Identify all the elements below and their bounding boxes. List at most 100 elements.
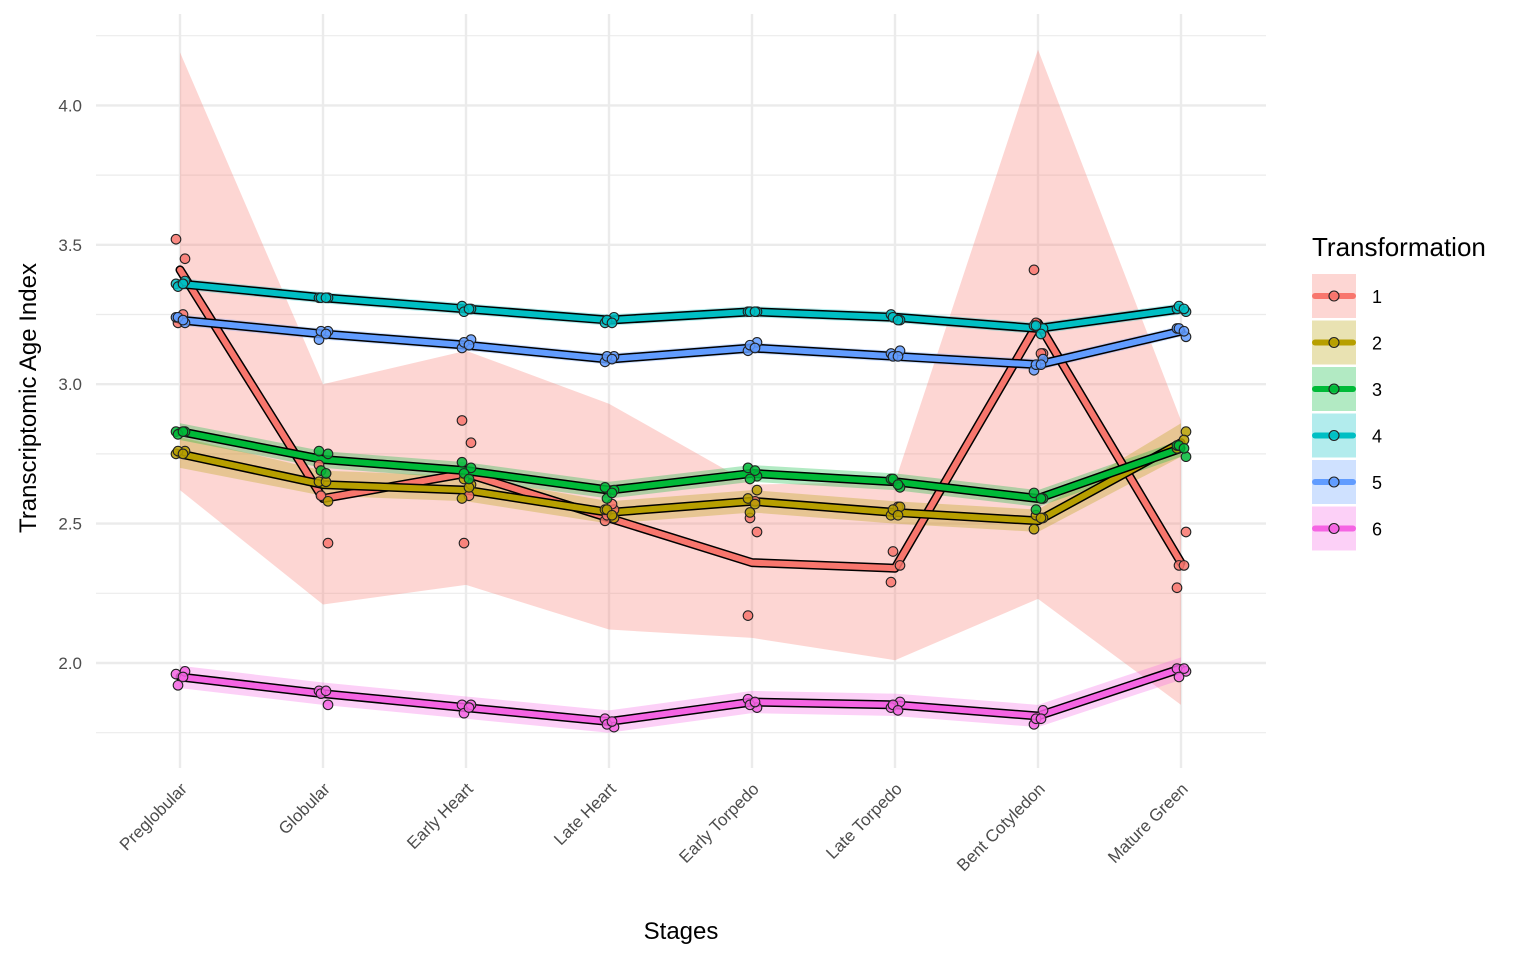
data-point-series-3 — [1178, 442, 1190, 454]
y-tick-label: 3.5 — [58, 236, 82, 255]
line-series-3 — [177, 428, 1184, 502]
ribbons — [180, 49, 1181, 733]
data-point-series-4 — [749, 306, 761, 318]
x-tick-label: Early Torpedo — [675, 779, 762, 866]
legend-item-3: 3 — [1312, 367, 1382, 411]
data-point-series-3 — [1030, 504, 1042, 516]
data-point-series-2 — [456, 493, 468, 504]
x-axis-ticks: Preglobular Globular Early Heart Late Heart… — [116, 779, 1192, 875]
data-point-series-2 — [1035, 512, 1047, 524]
ribbon-series-6 — [180, 657, 1181, 733]
data-point-series-6 — [463, 702, 475, 713]
legend-item-6: 6 — [1312, 506, 1382, 551]
series-points — [170, 233, 1192, 733]
data-point-series-3 — [177, 426, 189, 437]
data-point-series-1 — [1178, 560, 1190, 571]
data-point-series-4 — [1178, 303, 1190, 315]
data-point-series-5 — [1035, 359, 1047, 371]
y-tick-label: 2.5 — [58, 515, 82, 534]
data-point-series-1 — [458, 537, 470, 549]
data-point-series-3 — [456, 456, 468, 468]
data-point-series-2 — [606, 509, 618, 521]
data-point-series-4 — [463, 303, 475, 315]
data-point-series-1 — [751, 526, 763, 538]
data-point-series-1 — [170, 233, 182, 245]
y-tick-label: 4.0 — [58, 96, 82, 115]
legend-label: 6 — [1372, 520, 1382, 540]
line-series-6 — [177, 665, 1184, 725]
legend-item-2: 2 — [1312, 320, 1382, 365]
data-point-series-3 — [313, 445, 325, 457]
data-point-series-2 — [751, 484, 763, 496]
x-axis-title: Stages — [644, 918, 719, 945]
legend-key-point — [1328, 290, 1340, 302]
data-point-series-1 — [885, 576, 897, 588]
data-point-series-3 — [322, 448, 334, 460]
legend-label: 1 — [1372, 287, 1382, 307]
data-point-series-2 — [744, 507, 756, 518]
data-point-series-3 — [749, 465, 761, 476]
data-point-series-6 — [320, 685, 332, 697]
legend-item-1: 1 — [1312, 274, 1382, 318]
data-point-series-6 — [1173, 671, 1185, 683]
data-point-series-3 — [744, 473, 756, 485]
data-point-series-4 — [892, 314, 904, 326]
data-point-series-1 — [894, 560, 906, 571]
data-point-series-1 — [742, 610, 754, 621]
data-point-series-3 — [1035, 493, 1047, 504]
legend-item-5: 5 — [1312, 460, 1382, 504]
legend-label: 2 — [1372, 334, 1382, 354]
x-tick-label: Early Heart — [403, 779, 477, 853]
data-point-series-1 — [322, 537, 334, 549]
data-point-series-1 — [315, 490, 327, 502]
data-point-series-1 — [456, 415, 468, 426]
legend-key-point — [1328, 336, 1340, 349]
data-point-series-4 — [177, 278, 189, 290]
data-point-series-3 — [1028, 487, 1040, 499]
data-point-series-4 — [1030, 320, 1042, 332]
series-lines — [175, 265, 1186, 727]
x-tick-label: Preglobular — [116, 779, 191, 854]
data-point-series-2 — [322, 495, 334, 507]
legend-title: Transformation — [1312, 232, 1486, 262]
data-point-series-2 — [177, 448, 189, 460]
legend-label: 4 — [1372, 427, 1382, 447]
data-point-series-1 — [179, 253, 191, 265]
data-point-series-6 — [606, 716, 618, 727]
data-point-series-6 — [1035, 713, 1047, 725]
data-point-series-5 — [892, 350, 904, 362]
legend-item-4: 4 — [1312, 413, 1382, 458]
data-point-series-3 — [465, 462, 477, 474]
data-point-series-6 — [322, 699, 334, 711]
data-point-series-1 — [1180, 526, 1192, 538]
x-tick-label: Bent Cotyledon — [953, 779, 1049, 875]
data-point-series-1 — [465, 437, 477, 449]
data-point-series-3 — [463, 473, 475, 485]
data-point-series-1 — [887, 546, 899, 557]
data-point-series-2 — [892, 509, 904, 521]
legend-label: 5 — [1372, 473, 1382, 493]
data-point-series-5 — [606, 353, 618, 365]
data-point-series-5 — [320, 328, 332, 340]
data-point-series-5 — [749, 342, 761, 354]
data-point-series-6 — [177, 671, 189, 683]
data-point-series-4 — [320, 292, 332, 304]
data-point-series-5 — [177, 314, 189, 326]
data-point-series-6 — [172, 679, 184, 691]
x-tick-label: Mature Green — [1104, 779, 1192, 867]
line-series-5 — [177, 317, 1184, 368]
legend-key-point — [1328, 383, 1340, 395]
data-point-series-2 — [742, 493, 754, 504]
data-point-series-4 — [606, 317, 618, 329]
x-tick-label: Globular — [275, 779, 334, 838]
legend-items: 1 2 3 4 5 6 — [1312, 274, 1382, 551]
data-point-series-2 — [749, 498, 761, 510]
grid-major — [96, 14, 1266, 768]
y-tick-label: 3.0 — [58, 375, 82, 394]
line-series-2 — [177, 439, 1184, 524]
x-tick-label: Late Torpedo — [822, 779, 905, 862]
legend-key-point — [1328, 429, 1340, 442]
y-axis-title: Transcriptomic Age Index — [15, 263, 42, 533]
data-point-series-5 — [463, 339, 475, 351]
